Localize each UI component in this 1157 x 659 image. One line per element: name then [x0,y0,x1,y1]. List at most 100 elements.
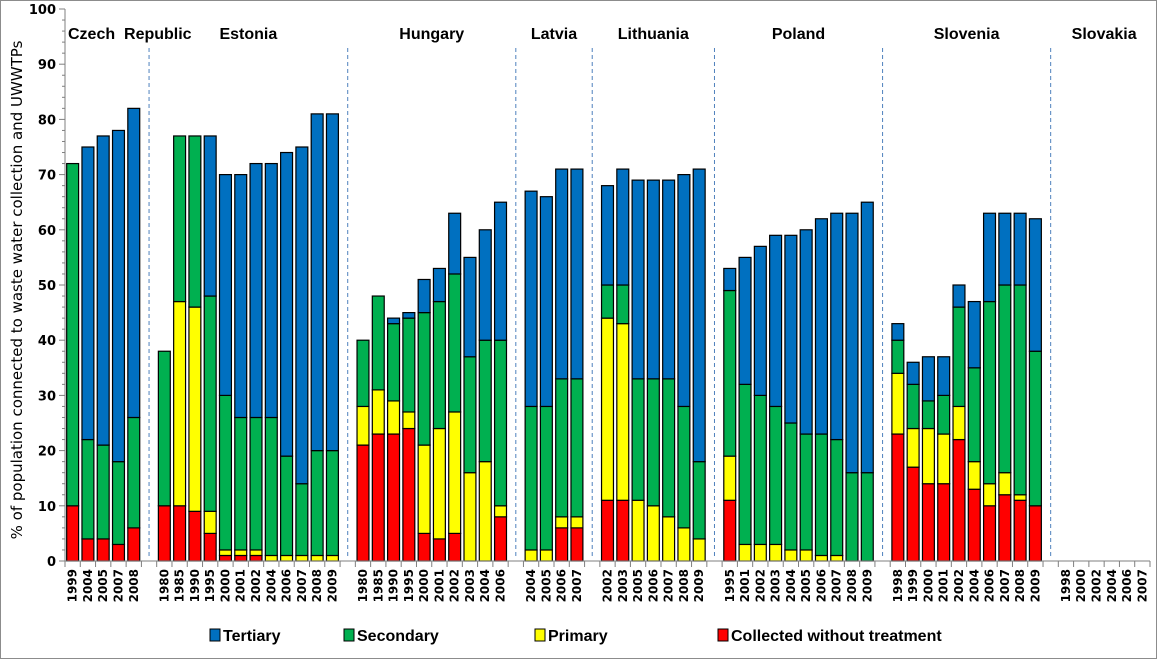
x-tick-label: 2006 [280,569,294,602]
x-tick-label: 2008 [1013,569,1027,602]
x-tick-label: 2008 [127,569,141,602]
bar-segment-secondary [662,378,676,518]
bar-segment-primary [921,427,935,485]
legend-label: Tertiary [223,628,281,645]
country-label: Czech Republic [68,26,192,43]
bar-segment-tertiary [769,234,783,408]
x-tick-label: 2006 [555,569,569,602]
bar-segment-primary [814,554,828,562]
bar-segment-tertiary [921,356,935,402]
bar-segment-primary [387,400,401,435]
bar-segment-primary [677,527,691,562]
bar-segment-secondary [784,422,798,551]
x-tick-label: 2004 [264,569,278,602]
bar-segment-collected-without-treatment [81,538,95,562]
bar-segment-primary [524,549,538,562]
bar-segment-secondary [96,444,110,540]
bar-segment-primary [264,554,278,562]
bar-segment-primary [371,389,385,435]
bar-segment-collected-without-treatment [1028,505,1042,562]
bar-segment-collected-without-treatment [249,554,263,562]
bar-segment-tertiary [646,179,660,380]
country-labels: Czech Republic Estonia Hungary Latvia Lithua… [68,26,1137,43]
bar-segment-primary [967,461,981,490]
bar-segment-collected-without-treatment [111,543,126,562]
x-tick-label: 2007 [830,569,844,602]
bar-segment-tertiary [753,245,767,396]
bar-segment-primary [218,549,233,557]
bar-segment-primary [600,317,615,501]
bar-segment-secondary [203,295,217,512]
bar-segment-primary [570,516,584,529]
bar-segment-secondary [524,405,538,551]
bar-segment-collected-without-treatment [417,532,431,562]
y-axis-title: % of population connected to waste water… [8,40,26,539]
bar-segment-tertiary [982,212,997,303]
legend-swatch [717,628,729,642]
x-tick-label: 2003 [463,569,477,602]
x-tick-label: 2004 [1105,569,1119,602]
x-tick-label: 2000 [921,569,935,602]
bar-segment-tertiary [906,361,920,385]
x-tick-label: 1999 [906,569,920,602]
bar-segment-collected-without-treatment [616,499,630,562]
bar-segment-tertiary [432,267,446,303]
bar-segment-tertiary [463,256,477,358]
bar-segment-secondary [387,323,401,402]
x-tick-label: 2004 [478,569,492,602]
bar-segment-secondary [539,405,553,551]
bar-segment-tertiary [249,162,263,419]
bar-segment-collected-without-treatment [96,538,110,562]
bar-segment-secondary [310,450,324,557]
bar-segment-tertiary [784,234,798,424]
bar-segment-tertiary [555,168,569,380]
bar-segment-tertiary [325,113,339,452]
bar-segment-secondary [218,394,233,551]
bar-segment-primary [478,461,492,562]
country-label: Estonia [219,26,277,43]
x-tick-label: 1995 [723,569,737,602]
bar-segment-secondary [646,378,660,507]
bar-segment-secondary [1028,350,1042,507]
bar-segment-primary [799,549,813,562]
x-tick-label: 2000 [417,569,431,602]
x-tick-label: 2006 [494,569,508,602]
x-tick-label: 2007 [1135,569,1149,602]
bar-segment-secondary [127,416,141,529]
bar-segment-collected-without-treatment [600,499,615,562]
x-tick-label: 2009 [692,569,706,602]
x-tick-label: 2001 [937,569,951,602]
bar-segment-primary [310,554,324,562]
bar-segment-primary [188,306,202,512]
legend-label: Collected without treatment [731,628,942,645]
bar-segment-primary [1013,494,1027,501]
bar-segment-secondary [600,284,615,319]
bar-segment-collected-without-treatment [218,554,233,562]
bar-segment-primary [280,554,294,562]
bar-segment-collected-without-treatment [921,483,935,562]
x-tick-label: 2007 [662,569,676,602]
bar-segment-primary [753,543,767,562]
bar-segment-primary [723,455,737,501]
x-tick-label: 1990 [188,569,202,602]
x-tick-label: 2001 [432,569,446,602]
bar-segment-tertiary [524,190,538,408]
x-tick-label: 1980 [157,569,171,602]
country-label: Hungary [399,26,464,43]
bar-segment-tertiary [387,317,401,325]
bar-segment-tertiary [295,146,309,485]
x-tick-label: 1998 [1059,569,1073,602]
bar-segment-secondary [555,378,569,518]
x-tick-label: 2002 [448,569,462,602]
legend-label: Secondary [357,628,439,645]
bar-segment-collected-without-treatment [906,466,920,562]
bar-segment-secondary [432,300,446,430]
bar-segment-secondary [371,295,385,391]
y-tick-label: 30 [38,389,56,404]
bar-segment-secondary [402,317,416,413]
bar-segment-tertiary [1028,218,1042,352]
bar-segment-collected-without-treatment [234,554,248,562]
bar-segment-secondary [998,284,1012,474]
bar-segment-tertiary [218,174,233,397]
bar-segment-secondary [891,339,905,374]
